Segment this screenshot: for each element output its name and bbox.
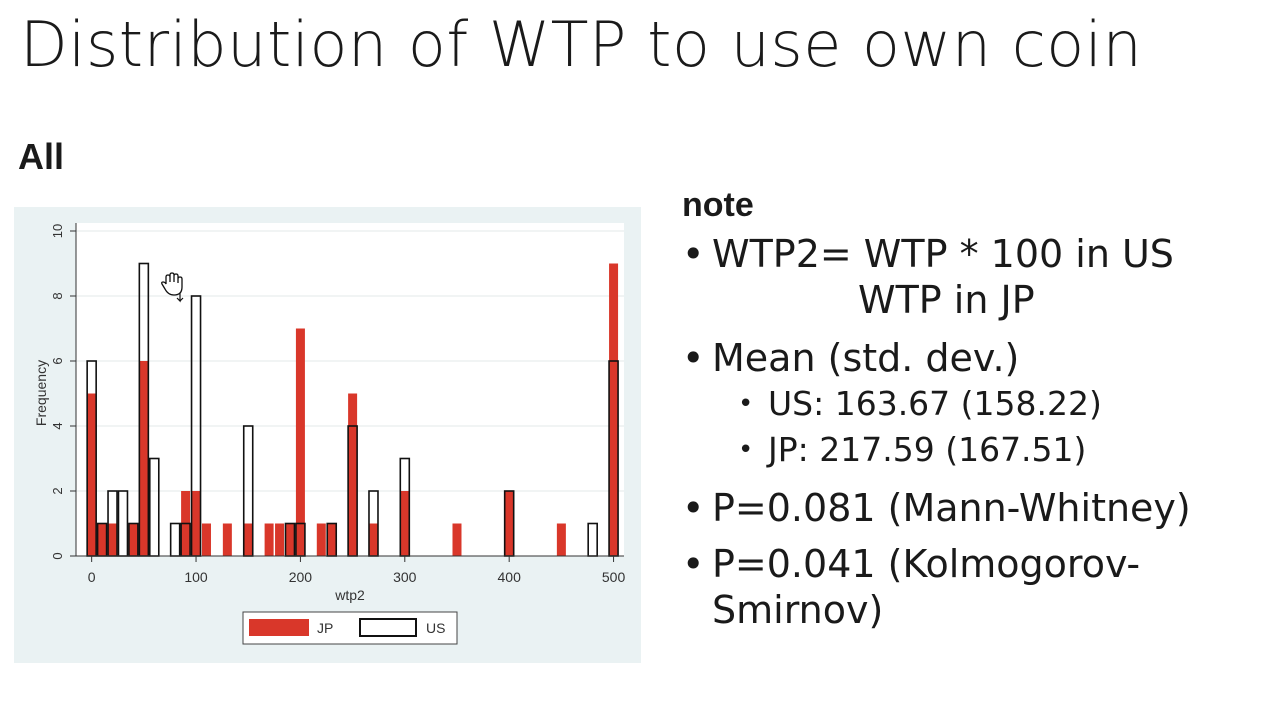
jp-bar — [452, 523, 462, 556]
jp-bar — [264, 523, 274, 556]
jp-bar — [348, 393, 358, 556]
jp-bar — [139, 361, 149, 556]
jp-bar — [400, 491, 410, 556]
x-tick-label: 300 — [393, 569, 417, 585]
jp-bar — [87, 393, 97, 556]
y-axis-label: Frequency — [33, 360, 49, 426]
x-tick-label: 400 — [498, 569, 522, 585]
y-tick-label: 10 — [50, 224, 65, 238]
legend-swatch-us — [359, 618, 417, 637]
jp-bar — [609, 263, 619, 556]
wtp-definition-line1: WTP2= WTP * 100 in US — [712, 232, 1174, 276]
hand-cursor-icon — [161, 272, 184, 303]
jp-bar — [201, 523, 211, 556]
jp-bar — [504, 491, 514, 556]
us-mean-subbullet: US: 163.67 (158.22) — [682, 381, 1262, 427]
y-tick-label: 8 — [50, 292, 65, 299]
x-tick-label: 500 — [602, 569, 626, 585]
jp-bar — [368, 523, 378, 556]
legend-label-jp: JP — [317, 620, 333, 636]
notes-panel: note WTP2= WTP * 100 in US WTP in JP Mea… — [682, 186, 1262, 633]
jp-bar — [327, 523, 337, 556]
x-axis-label: wtp2 — [334, 587, 365, 603]
jp-bar — [128, 523, 138, 556]
x-tick-label: 100 — [184, 569, 208, 585]
y-tick-label: 6 — [50, 357, 65, 364]
mann-whitney-bullet: P=0.081 (Mann-Whitney) — [682, 485, 1262, 531]
jp-bar — [97, 523, 107, 556]
histogram-chart: 0 2 4 6 8 10 0 100 200 300 400 500 wtp2 Frequency J… — [14, 207, 641, 663]
x-tick-label: 200 — [289, 569, 313, 585]
jp-bar — [222, 523, 232, 556]
jp-bar — [108, 523, 118, 556]
x-tick-label: 0 — [88, 569, 96, 585]
y-tick-label: 0 — [50, 552, 65, 559]
slide-title: Distribution of WTP to use own coin — [20, 8, 1143, 81]
jp-bar — [191, 491, 201, 556]
wtp-definition-line2: WTP in JP — [858, 278, 1035, 322]
jp-bar — [275, 523, 285, 556]
jp-bar — [295, 328, 305, 556]
jp-bar — [556, 523, 566, 556]
notes-heading: note — [682, 186, 754, 224]
y-tick-label: 2 — [50, 487, 65, 494]
y-tick-label: 4 — [50, 422, 65, 429]
jp-bar — [316, 523, 326, 556]
legend: JP US — [242, 611, 458, 645]
ks-bullet: P=0.041 (Kolmogorov-Smirnov) — [682, 541, 1262, 633]
section-label: All — [18, 136, 65, 177]
legend-swatch-jp — [249, 619, 309, 636]
mean-bullet: Mean (std. dev.) — [682, 335, 1262, 381]
wtp-definition-bullet: WTP2= WTP * 100 in US WTP in JP — [682, 231, 1262, 323]
jp-bar — [243, 523, 253, 556]
legend-label-us: US — [426, 620, 445, 636]
jp-bar — [285, 523, 295, 556]
jp-mean-subbullet: JP: 217.59 (167.51) — [682, 427, 1262, 473]
